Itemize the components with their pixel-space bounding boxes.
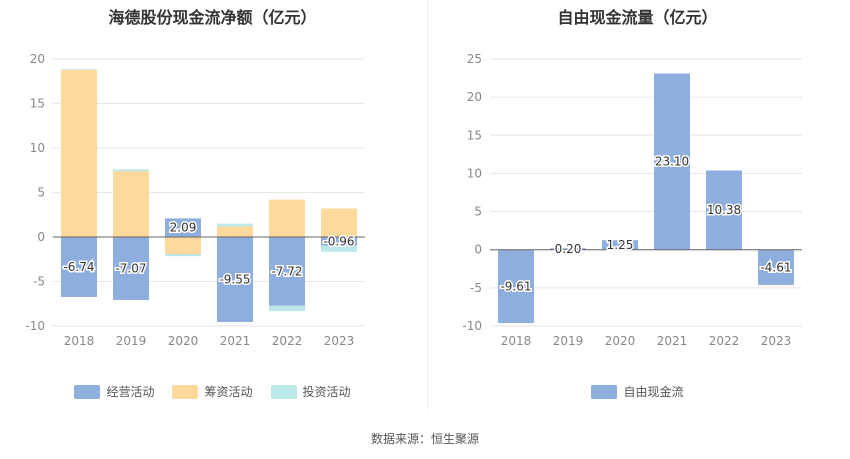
bar-1-2023 [321, 237, 357, 246]
data-label: -7.72 [271, 264, 302, 278]
data-label: -7.07 [115, 261, 146, 275]
bar-1-2020 [165, 218, 201, 237]
x-tick-label: 2018 [501, 334, 532, 348]
legend-swatch [591, 384, 618, 399]
bar-3-2022 [269, 305, 305, 312]
legend-label: 筹资活动 [204, 385, 253, 399]
free-cash-flow-chart: 25 20 15 10 5 0 -5 -10 -9.61 0.20 1.25 23.10 10.38 -4… [462, 52, 802, 348]
free-cash-flow-chart-panel: 自由现金流量（亿元） 25 20 15 10 5 0 -5 -10 -9.61 0.20 1.25 2… [425, 0, 850, 420]
bar-2-2018 [61, 69, 97, 238]
data-label: 2.09 [170, 221, 197, 235]
bar-2-2019 [113, 171, 149, 237]
data-label: 23.10 [655, 155, 689, 169]
y-tick-label: -5 [470, 281, 482, 295]
data-label: 0.20 [555, 242, 582, 256]
y-tick-label: -10 [25, 319, 45, 333]
x-tick-label: 2022 [709, 334, 740, 348]
x-tick-label: 2023 [324, 334, 355, 348]
legend-swatch [172, 384, 199, 399]
data-label: -0.96 [323, 234, 354, 248]
y-tick-label: 20 [467, 90, 482, 104]
bar-1-2019 [550, 248, 586, 250]
x-tick-label: 2020 [605, 334, 636, 348]
panel-divider [427, 0, 428, 410]
data-label: -4.61 [760, 260, 791, 274]
bar-3-2020 [165, 253, 201, 257]
bar-3-2018 [61, 69, 97, 71]
legend-item[interactable]: 经营活动 [74, 383, 154, 400]
legend-label: 投资活动 [302, 385, 351, 399]
legend-label: 自由现金流 [623, 385, 684, 399]
bar-2-2023 [321, 208, 357, 237]
cash-flow-net-chart-panel: 海德股份现金流净额（亿元） 20 15 10 5 0 -5 -10 -6.74 -7.07 2.0… [0, 0, 425, 420]
bar-1-2022 [269, 237, 305, 306]
x-tick-label: 2022 [272, 334, 303, 348]
bar-2-2020 [165, 237, 201, 254]
legend-item[interactable]: 筹资活动 [172, 383, 253, 400]
y-tick-label: -10 [462, 319, 482, 333]
bar-1-2019 [113, 237, 149, 300]
x-tick-label: 2019 [553, 334, 584, 348]
bar-2-2021 [217, 226, 253, 237]
x-tick-label: 2019 [116, 334, 147, 348]
data-source-note: 数据来源：恒生聚源 [370, 432, 479, 446]
legend-swatch [74, 384, 101, 399]
y-tick-label: 10 [30, 141, 45, 155]
bar-1-2018 [61, 237, 97, 297]
y-tick-label: 5 [474, 205, 482, 219]
bar-2-2022 [269, 199, 305, 237]
y-tick-label: 5 [37, 186, 45, 200]
bar-1-2022 [706, 170, 742, 250]
legend-item[interactable]: 投资活动 [270, 383, 351, 400]
y-tick-label: 20 [30, 52, 45, 66]
legend-label: 经营活动 [106, 385, 155, 399]
data-label: -9.55 [219, 272, 250, 286]
legend-item[interactable]: 自由现金流 [591, 383, 684, 400]
data-label: 1.25 [607, 238, 634, 252]
y-tick-label: 25 [467, 52, 482, 66]
legend-cash-flow: 经营活动 筹资活动 投资活动 [0, 383, 425, 400]
bar-1-2023 [758, 249, 794, 285]
bar-3-2021 [217, 223, 253, 227]
bar-1-2021 [217, 237, 253, 322]
y-tick-label: 10 [467, 166, 482, 180]
bar-3-2023 [321, 245, 357, 252]
bar-1-2020 [602, 240, 638, 250]
y-tick-label: 0 [474, 243, 482, 257]
legend-free-cash-flow: 自由现金流 [425, 383, 850, 400]
chart-title-cash-flow: 海德股份现金流净额（亿元） [108, 8, 317, 27]
y-tick-label: 0 [37, 230, 45, 244]
chart-title-free-cash-flow: 自由现金流量（亿元） [557, 8, 718, 27]
y-tick-label: 15 [467, 128, 482, 142]
legend-swatch [270, 384, 297, 399]
data-label: -9.61 [500, 279, 531, 293]
y-tick-label: -5 [33, 275, 45, 289]
data-label: -6.74 [63, 260, 94, 274]
x-tick-label: 2021 [657, 334, 688, 348]
x-tick-label: 2021 [220, 334, 251, 348]
x-tick-label: 2018 [64, 334, 95, 348]
bar-1-2018 [498, 249, 534, 324]
x-tick-label: 2023 [761, 334, 792, 348]
x-tick-label: 2020 [168, 334, 199, 348]
bar-1-2021 [654, 73, 690, 250]
y-tick-label: 15 [30, 97, 45, 111]
cash-flow-net-chart: 20 15 10 5 0 -5 -10 -6.74 -7.07 2.09 -9.55 -7.72 -0.… [25, 52, 365, 348]
bar-3-2019 [113, 169, 149, 172]
data-label: 10.38 [707, 203, 741, 217]
